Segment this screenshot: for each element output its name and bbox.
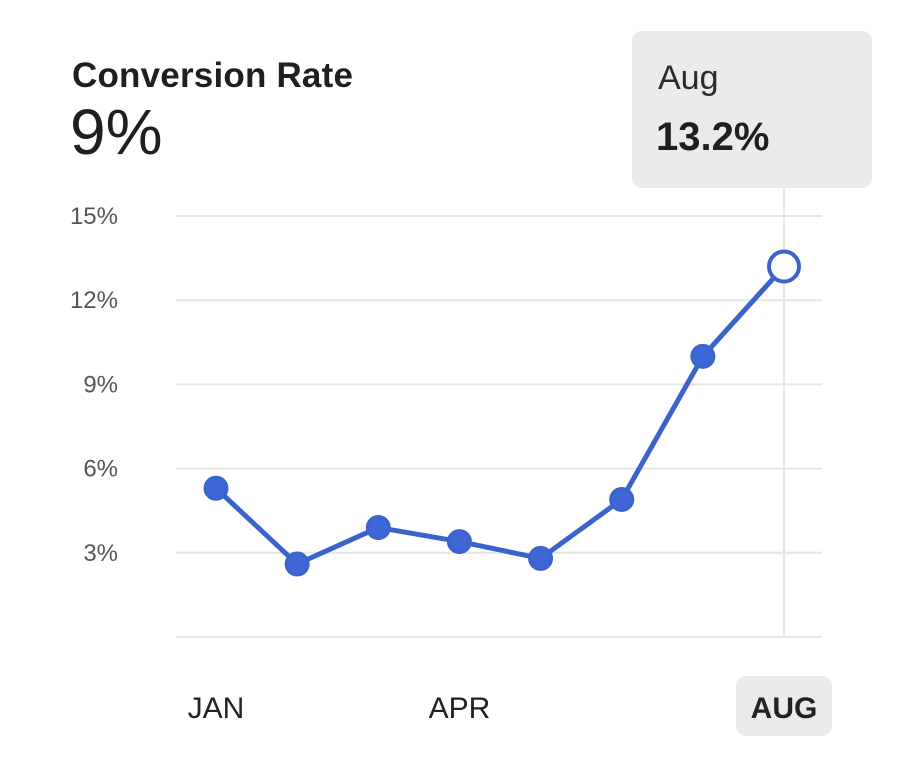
current-value: 9% [70,96,163,168]
chart-title: Conversion Rate [72,56,354,95]
y-tick-label: 9% [83,371,118,398]
highlight-tooltip: Aug 13.2% [632,31,872,188]
y-tick-label: 12% [70,287,118,314]
series-line [213,264,787,567]
x-tick-label: APR [429,692,491,725]
data-point[interactable] [690,343,716,369]
y-tick-label: 6% [83,456,118,483]
data-point[interactable] [365,515,391,541]
x-tick-label[interactable]: AUG [751,692,818,725]
data-point[interactable] [528,545,554,571]
grid-lines [176,188,822,638]
y-tick-label: 15% [70,203,118,230]
x-tick-highlight [736,676,832,736]
data-point[interactable] [284,551,310,577]
y-axis-labels: 3% 6% 9% 12% 15% [70,203,118,567]
data-point[interactable] [203,475,229,501]
tooltip-month: Aug [658,59,719,97]
tooltip-value: 13.2% [656,115,770,159]
x-axis-labels: JAN APR AUG [188,676,832,736]
x-tick-label: JAN [188,692,245,725]
y-tick-label: 3% [83,540,118,567]
data-points[interactable] [203,249,801,577]
series-polyline [213,264,787,567]
data-point[interactable] [446,529,472,555]
data-point-highlighted[interactable] [767,249,801,284]
data-point[interactable] [609,486,635,512]
